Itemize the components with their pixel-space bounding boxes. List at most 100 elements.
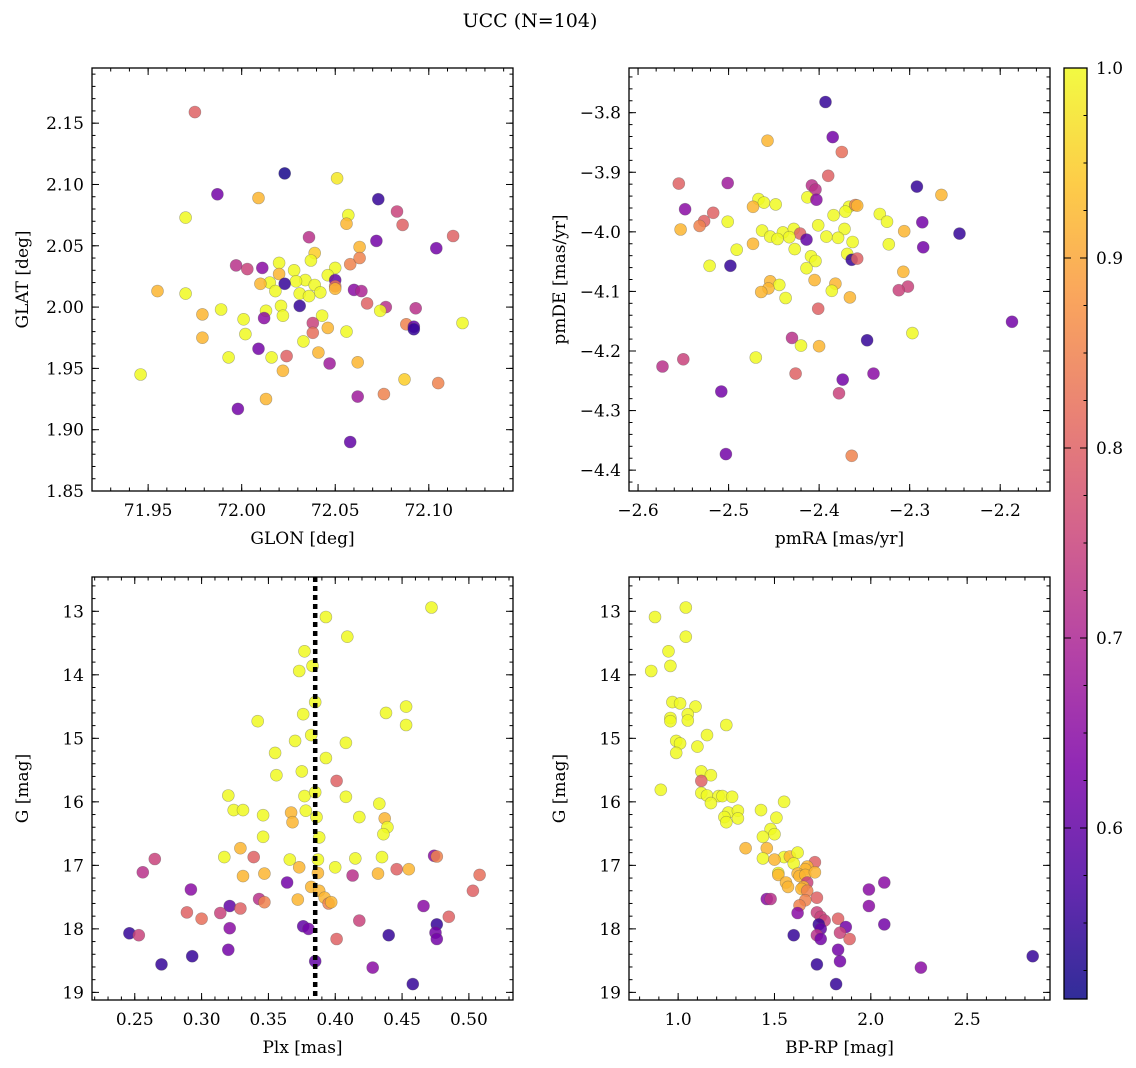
- data-point: [777, 795, 791, 809]
- data-point: [754, 285, 768, 299]
- data-point: [764, 892, 777, 906]
- data-point: [343, 435, 357, 449]
- data-point: [258, 895, 271, 909]
- data-point: [195, 912, 208, 926]
- data-point: [771, 868, 785, 882]
- y-tick-label: −3.9: [580, 163, 621, 183]
- data-point: [134, 368, 147, 381]
- x-tick-label: −2.4: [798, 501, 839, 521]
- data-point: [312, 346, 325, 359]
- data-point: [829, 977, 843, 991]
- x-axis-label: BP-RP [mag]: [785, 1038, 894, 1058]
- panel-pmra-pmde: −2.6 −2.5 −2.4 −2.3 −2.2 −4.4 −4.3 −4.2 −4.1 −4.0…: [550, 67, 1051, 549]
- data-point: [255, 261, 269, 275]
- data-point: [791, 906, 804, 920]
- data-point: [188, 105, 202, 119]
- data-point: [430, 932, 444, 946]
- data-point: [809, 254, 822, 268]
- x-tick-label: −2.2: [980, 501, 1021, 521]
- data-point: [754, 803, 768, 817]
- data-point: [276, 364, 290, 378]
- scatter-points: [656, 95, 1019, 463]
- data-point: [252, 191, 265, 205]
- data-point: [757, 196, 771, 209]
- data-point: [770, 811, 783, 825]
- data-point: [293, 299, 307, 313]
- data-point: [184, 883, 198, 896]
- data-point: [846, 235, 859, 249]
- data-point: [214, 303, 228, 316]
- panel-glon-glat: 71.95 72.00 72.05 72.10 1.85 1.90 1.95 2.00 2.05…: [13, 67, 514, 549]
- data-point: [693, 219, 706, 233]
- x-tick-label: 71.95: [124, 501, 173, 521]
- y-axis-label: pmDE [mas/yr]: [550, 214, 570, 344]
- data-point: [315, 309, 329, 323]
- data-point: [256, 830, 270, 844]
- axes-frame: [91, 67, 514, 492]
- data-point: [339, 736, 353, 750]
- data-point: [839, 205, 852, 218]
- data-point: [292, 664, 306, 678]
- x-tick-label: 0.50: [450, 1010, 488, 1030]
- x-axis-label: pmRA [mas/yr]: [775, 529, 904, 549]
- data-point: [280, 349, 293, 363]
- data-point: [270, 768, 283, 782]
- data-point: [302, 289, 316, 303]
- data-point: [706, 206, 720, 220]
- data-point: [810, 193, 823, 206]
- data-point: [880, 215, 894, 228]
- data-point: [694, 774, 708, 788]
- data-point: [800, 261, 813, 275]
- data-point: [373, 304, 387, 318]
- y-tick-label: 19: [62, 983, 84, 1003]
- data-point: [304, 254, 318, 267]
- data-point: [739, 841, 752, 855]
- data-point: [340, 217, 353, 230]
- data-point: [291, 893, 305, 906]
- data-point: [746, 200, 760, 214]
- data-point: [234, 841, 247, 855]
- data-point: [771, 232, 784, 246]
- data-point: [721, 215, 735, 228]
- data-point: [259, 392, 273, 406]
- x-tick-label: 0.30: [183, 1010, 221, 1030]
- data-point: [343, 257, 357, 271]
- data-point: [370, 234, 383, 248]
- data-point: [234, 902, 247, 915]
- data-point: [681, 714, 695, 727]
- data-point: [721, 176, 735, 190]
- data-point: [229, 259, 243, 272]
- data-point: [820, 230, 833, 243]
- data-point: [812, 339, 826, 353]
- data-point: [330, 774, 343, 788]
- data-point: [768, 853, 781, 866]
- colorbar-tick-label: 1.0: [1096, 59, 1123, 79]
- data-point: [379, 706, 393, 720]
- y-tick-label: 1.85: [46, 482, 84, 502]
- data-point: [254, 277, 267, 291]
- y-tick-label: 2.05: [46, 237, 84, 257]
- x-tick-label: 1.5: [761, 1010, 788, 1030]
- y-axis-label: GLAT [deg]: [13, 230, 33, 328]
- data-point: [406, 977, 420, 991]
- data-point: [241, 262, 254, 276]
- data-point: [276, 309, 290, 323]
- data-point: [674, 223, 687, 236]
- x-tick-label: 0.25: [116, 1010, 154, 1030]
- data-point: [897, 224, 911, 238]
- data-point: [910, 180, 924, 193]
- scatter-points: [134, 105, 469, 449]
- data-point: [794, 339, 808, 352]
- data-point: [679, 601, 693, 614]
- data-point: [704, 768, 718, 782]
- data-point: [287, 263, 301, 277]
- x-tick-label: −2.5: [708, 501, 749, 521]
- data-point: [425, 601, 438, 614]
- data-point: [292, 860, 306, 874]
- data-point: [860, 333, 874, 347]
- data-point: [302, 922, 315, 936]
- y-axis-label: G [mag]: [13, 754, 33, 823]
- data-point: [730, 243, 744, 256]
- data-point: [256, 808, 270, 822]
- data-point: [252, 342, 265, 356]
